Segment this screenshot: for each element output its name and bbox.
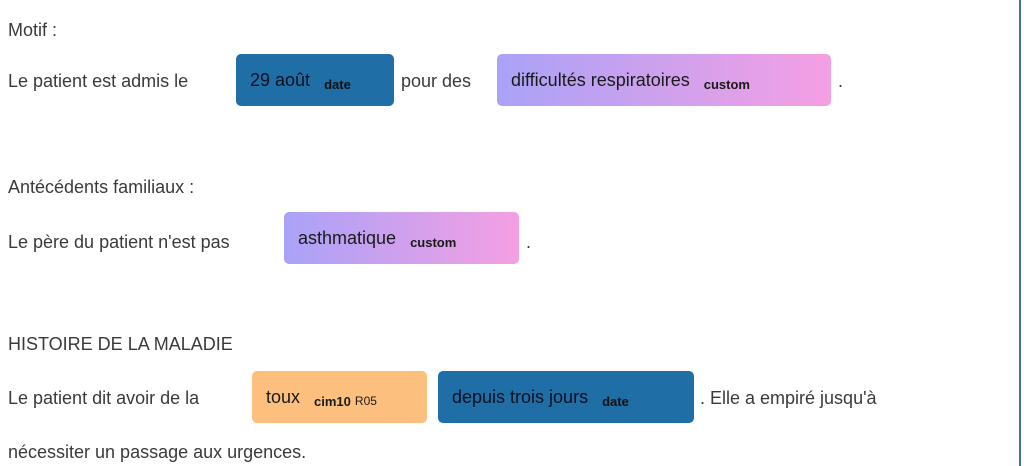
entity-custom-asthmatique[interactable]: asthmatique custom <box>284 212 519 264</box>
entity-date-depuis-trois-jours[interactable]: depuis trois jours date <box>438 371 694 423</box>
entity-text: asthmatique <box>298 227 397 248</box>
entity-custom-difficultes-respiratoires[interactable]: difficultés respiratoires custom <box>497 54 831 106</box>
sentence-text: pour des <box>401 71 472 91</box>
sentence-text: Le patient dit avoir de la <box>8 388 200 408</box>
entity-text: difficultés respiratoires <box>511 69 690 90</box>
sentence-text: nécessiter un passage aux urgences. <box>8 442 307 462</box>
entity-code-r05: R05 <box>354 394 377 408</box>
section-heading-motif: Motif : <box>8 20 58 40</box>
sentence-punctuation: . <box>526 232 532 252</box>
entity-label-custom: custom <box>410 234 457 250</box>
entity-label-custom: custom <box>703 76 750 92</box>
entity-text: 29 août <box>250 69 311 90</box>
sentence-text: Le patient est admis le <box>8 71 189 91</box>
entity-label-date: date <box>324 76 351 92</box>
entity-date-29-aout[interactable]: 29 août date <box>236 54 394 106</box>
entity-text: depuis trois jours <box>452 386 589 407</box>
section-heading-histoire: HISTOIRE DE LA MALADIE <box>8 334 233 354</box>
sentence-text: Le père du patient n'est pas <box>8 232 230 252</box>
panel-right-border <box>1019 0 1021 466</box>
section-heading-antecedents: Antécédents familiaux : <box>8 177 195 197</box>
entity-text: toux <box>266 386 301 407</box>
entity-label-date: date <box>602 393 629 409</box>
entity-cim10-toux[interactable]: toux cim10 R05 <box>252 371 427 423</box>
sentence-punctuation: . <box>838 71 844 91</box>
sentence-text: . Elle a empiré jusqu'à <box>700 388 877 408</box>
entity-label-cim10: cim10 <box>314 393 351 409</box>
